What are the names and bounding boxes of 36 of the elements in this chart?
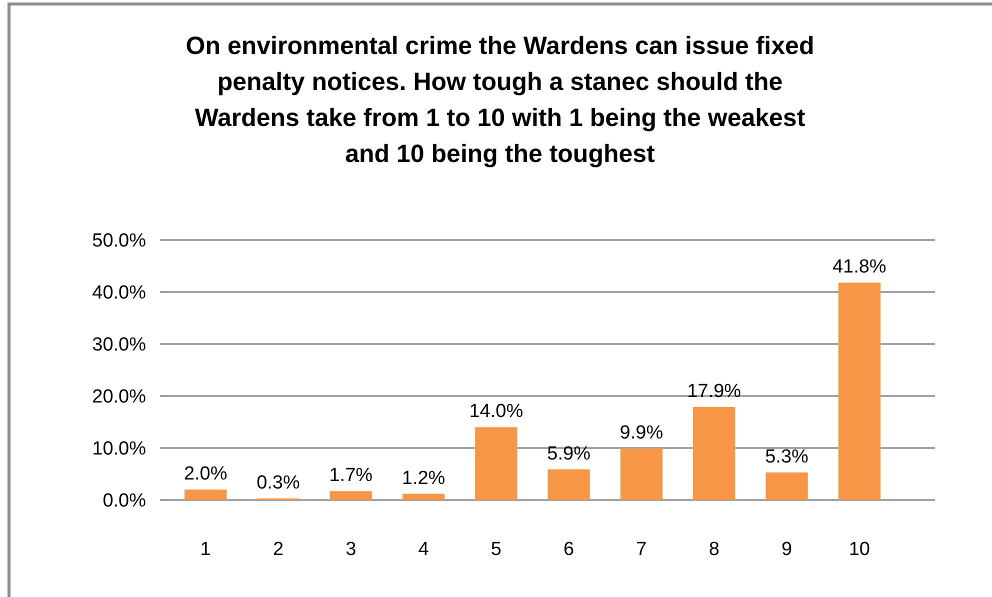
data-label: 1.2% (402, 468, 446, 489)
y-tick-label: 30.0% (92, 334, 146, 356)
y-tick-label: 20.0% (92, 386, 146, 408)
data-label: 14.0% (469, 401, 524, 422)
bar (330, 491, 372, 500)
y-tick-label: 50.0% (92, 230, 146, 252)
x-tick-label: 1 (200, 539, 211, 560)
x-tick-label: 3 (346, 539, 356, 560)
bar (475, 427, 518, 500)
x-tick-label: 4 (418, 539, 430, 560)
bar (402, 494, 445, 500)
y-tick-label: 40.0% (92, 282, 146, 304)
data-label: 41.8% (832, 256, 886, 278)
y-tick-label: 0.0% (102, 490, 146, 512)
data-label: 5.9% (547, 443, 591, 464)
data-label: 5.3% (765, 446, 809, 468)
data-label: 0.3% (256, 472, 300, 494)
x-tick-label: 6 (564, 539, 574, 560)
bar (838, 282, 880, 500)
chart-title: On environmental crime the Wardens can issue fixed penalty notices. How tough a stanec should the Wardens take from 1 to 10 with 1 being the weakest and 10 being the toughest (186, 32, 814, 168)
data-label: 17.9% (687, 380, 742, 402)
bar (766, 472, 808, 500)
data-label: 9.9% (620, 422, 664, 444)
x-tick-label: 2 (272, 539, 284, 560)
data-label: 2.0% (184, 464, 228, 485)
x-tick-label: 5 (490, 539, 502, 560)
bar (620, 448, 663, 500)
x-tick-label: 9 (781, 539, 792, 560)
bar (693, 406, 736, 500)
bar (184, 490, 227, 500)
y-tick-label: 10.0% (92, 438, 146, 460)
x-tick-label: 8 (708, 539, 720, 560)
x-tick-label: 10 (848, 539, 870, 560)
data-label: 1.7% (329, 465, 373, 486)
bar (548, 469, 590, 500)
x-tick-label: 7 (636, 539, 647, 560)
